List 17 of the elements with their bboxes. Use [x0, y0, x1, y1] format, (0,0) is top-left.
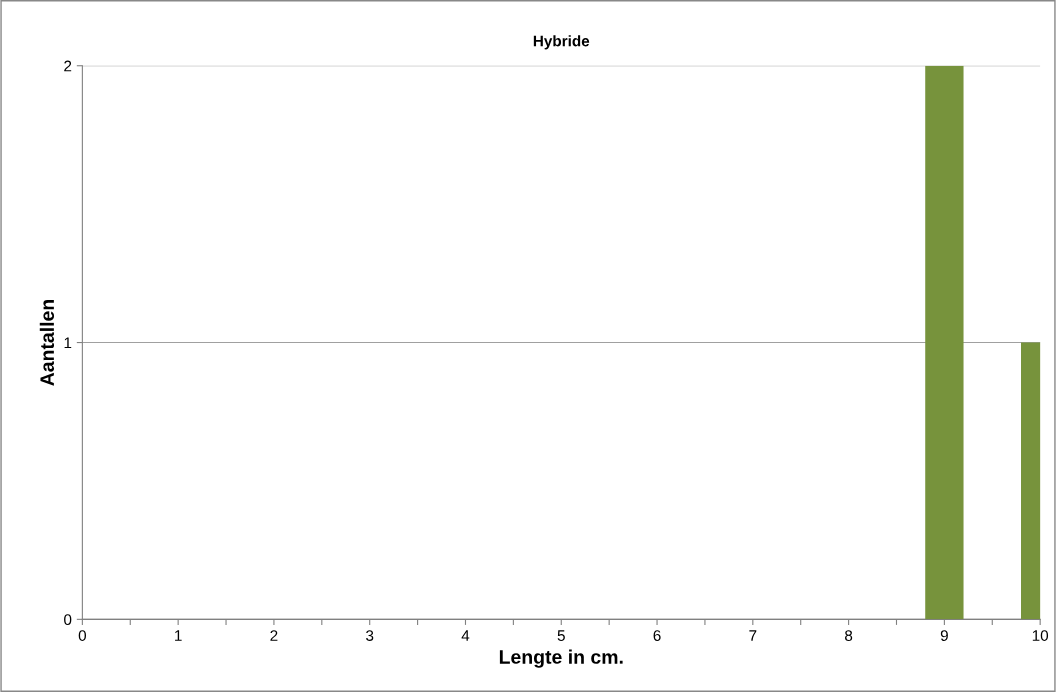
y-tick-label: 2	[64, 60, 72, 72]
x-tick-label: 6	[653, 630, 661, 641]
x-tick-label: 4	[461, 630, 470, 641]
x-tick-label: 3	[366, 630, 374, 641]
x-tick-label: 5	[557, 630, 565, 641]
x-tick-label: 7	[749, 630, 757, 641]
chart-title: Hybride	[533, 35, 590, 50]
x-tick-label: 10	[1032, 630, 1049, 641]
x-tick-label: 2	[270, 630, 278, 641]
x-axis-title: Lengte in cm.	[499, 649, 623, 668]
y-tick-label: 0	[64, 614, 72, 626]
y-tick-label: 1	[64, 337, 72, 349]
x-tick-label: 0	[78, 630, 87, 641]
x-tick-label: 9	[940, 630, 948, 641]
x-tick-label: 1	[175, 630, 182, 641]
y-axis-title: Aantallen	[39, 299, 55, 386]
x-tick-label: 8	[845, 630, 853, 641]
